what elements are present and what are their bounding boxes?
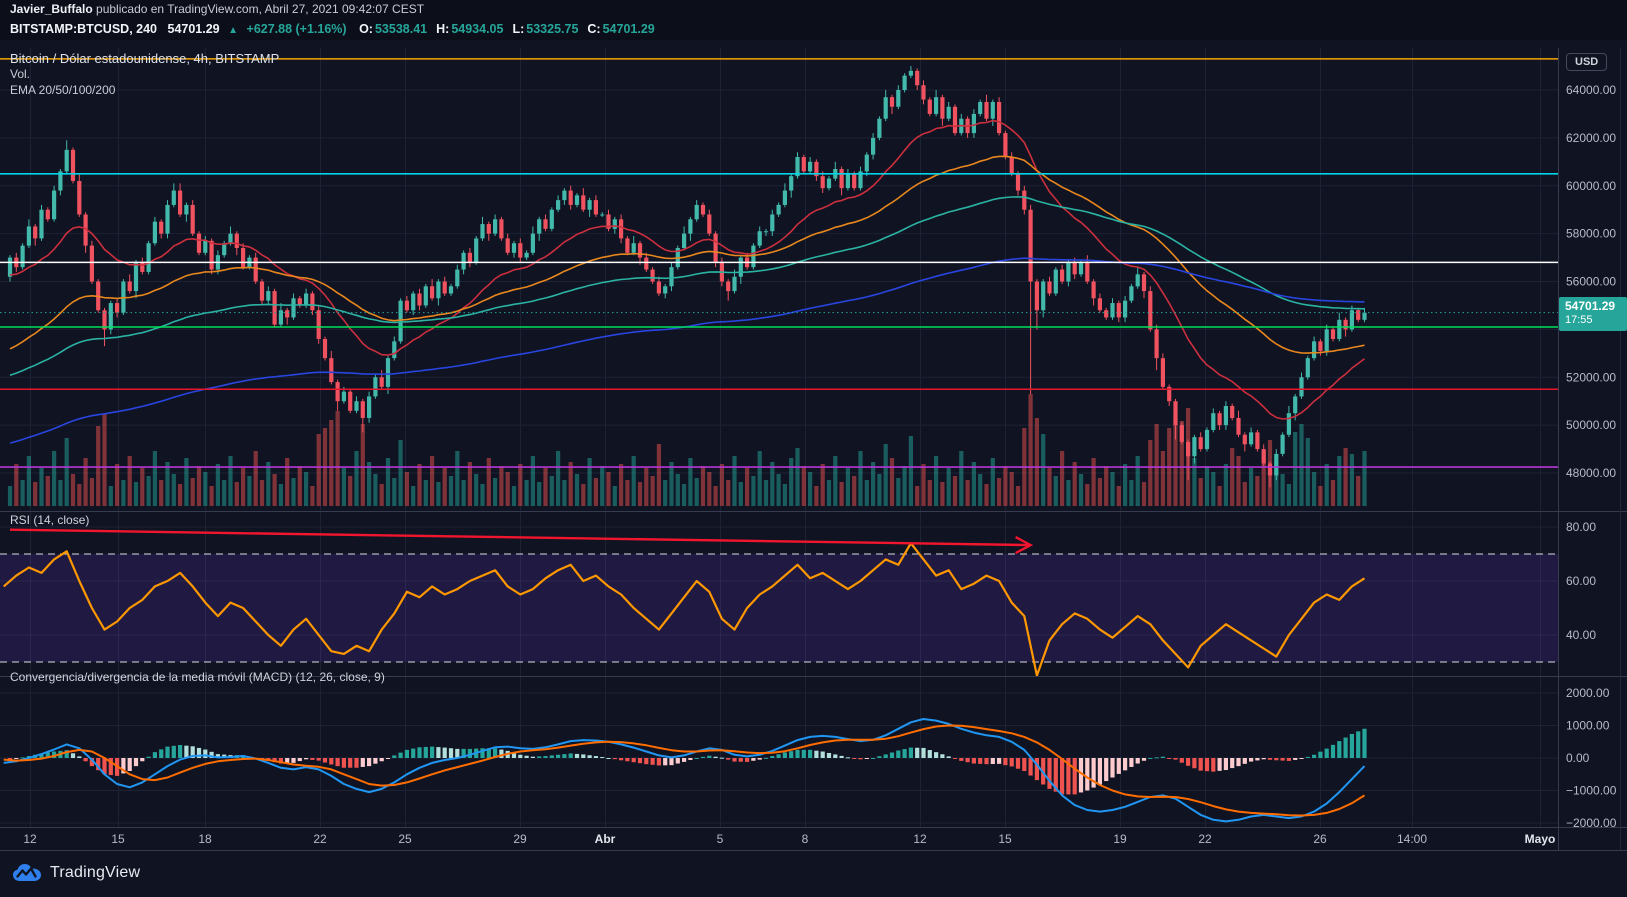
- brand-name[interactable]: TradingView: [50, 864, 141, 881]
- time-label: 26: [1313, 832, 1327, 846]
- svg-text:62000.00: 62000.00: [1566, 131, 1616, 145]
- time-label: 8: [802, 832, 809, 846]
- time-label: 18: [198, 832, 212, 846]
- ema20-line: [9, 119, 1365, 420]
- publish-info: publicado en TradingView.com, Abril 27, …: [92, 2, 425, 16]
- last-price: 54701.29: [167, 22, 220, 36]
- macd-lines: [3, 718, 1366, 823]
- time-label: 12: [23, 832, 37, 846]
- rsi-axis[interactable]: 80.00 60.00 40.00: [1566, 520, 1596, 642]
- svg-text:58000.00: 58000.00: [1566, 227, 1616, 241]
- signal-line: [3, 724, 1366, 817]
- rsi-trendline-arrow[interactable]: [9, 528, 1034, 555]
- time-label: 15: [111, 832, 125, 846]
- author-name[interactable]: Javier_Buffalo: [10, 2, 93, 16]
- ohlc-values: O: 53538.41 H: 54934.05 L: 53325.75 C: 54701.29: [350, 22, 655, 36]
- rsi-band: [0, 553, 1558, 663]
- ema-lines: [9, 119, 1365, 444]
- svg-text:56000.00: 56000.00: [1566, 275, 1616, 289]
- svg-text:1000.00: 1000.00: [1566, 719, 1610, 733]
- time-label: 5: [717, 832, 724, 846]
- svg-text:60000.00: 60000.00: [1566, 179, 1616, 193]
- svg-text:60.00: 60.00: [1566, 574, 1596, 588]
- price-change: +627.88 (+1.16%): [246, 22, 347, 36]
- ema200-line: [9, 257, 1365, 444]
- last-price-tag: 54701.29 17:55: [1559, 297, 1627, 331]
- svg-text:2000.00: 2000.00: [1566, 686, 1610, 700]
- symbol-title[interactable]: BITSTAMP:BTCUSD, 240: [10, 22, 158, 36]
- ohlc-label: C:: [587, 22, 601, 36]
- volume-bars: [7, 394, 1367, 506]
- last-price-tag-value: 54701.29: [1565, 299, 1616, 313]
- ohlc-value: 54934.05: [451, 22, 504, 36]
- time-label: 22: [313, 832, 327, 846]
- ohlc-value: 54701.29: [602, 22, 655, 36]
- publish-bar: Javier_Buffalo publicado en TradingView.…: [0, 0, 1627, 18]
- time-axis[interactable]: 12 15 18 22 25 29 Abr 5 8 12 15 19 22 26 14:00 Mayo: [23, 832, 1555, 846]
- panel-separators: [0, 48, 1627, 851]
- drawn-hlines[interactable]: [0, 58, 1558, 468]
- svg-text:52000.00: 52000.00: [1566, 370, 1616, 384]
- rsi-line: [2, 542, 1366, 676]
- bar-countdown: 17:55: [1565, 314, 1593, 326]
- time-label: 19: [1113, 832, 1127, 846]
- time-label: 14:00: [1397, 832, 1427, 846]
- time-label: 12: [913, 832, 927, 846]
- ohlc-label: L:: [512, 22, 525, 36]
- svg-text:50000.00: 50000.00: [1566, 418, 1616, 432]
- price-axis[interactable]: 64000.00 62000.00 60000.00 58000.00 56000.00…: [1566, 83, 1616, 480]
- svg-text:48000.00: 48000.00: [1566, 466, 1616, 480]
- svg-text:40.00: 40.00: [1566, 628, 1596, 642]
- macd-line: [3, 718, 1366, 823]
- currency-badge[interactable]: USD: [1566, 53, 1608, 71]
- ohlc-value: 53538.41: [374, 22, 428, 36]
- svg-text:64000.00: 64000.00: [1566, 83, 1616, 97]
- time-label: 29: [513, 832, 527, 846]
- time-label: 22: [1198, 832, 1212, 846]
- time-label: 25: [398, 832, 412, 846]
- up-arrow-icon: ▲: [228, 25, 239, 36]
- svg-text:−2000.00: −2000.00: [1566, 816, 1617, 830]
- ohlc-label: O:: [359, 22, 373, 36]
- ohlc-label: H:: [436, 22, 450, 36]
- footer: TradingView: [12, 856, 140, 890]
- gridlines: [0, 48, 1558, 827]
- svg-text:80.00: 80.00: [1566, 520, 1596, 534]
- svg-text:0.00: 0.00: [1566, 751, 1590, 765]
- ema100-line: [9, 196, 1365, 377]
- ohlc-value: 53325.75: [526, 22, 579, 36]
- ema50-line: [9, 155, 1365, 354]
- time-label: 15: [998, 832, 1012, 846]
- macd-axis[interactable]: 2000.00 1000.00 0.00 −1000.00 −2000.00: [1566, 686, 1617, 830]
- time-label: Mayo: [1525, 832, 1556, 846]
- tradingview-logo[interactable]: [12, 863, 42, 884]
- svg-text:−1000.00: −1000.00: [1566, 784, 1617, 798]
- symbol-bar: BITSTAMP:BTCUSD, 240 54701.29 ▲ +627.88 …: [0, 18, 1627, 40]
- time-label: Abr: [595, 832, 616, 846]
